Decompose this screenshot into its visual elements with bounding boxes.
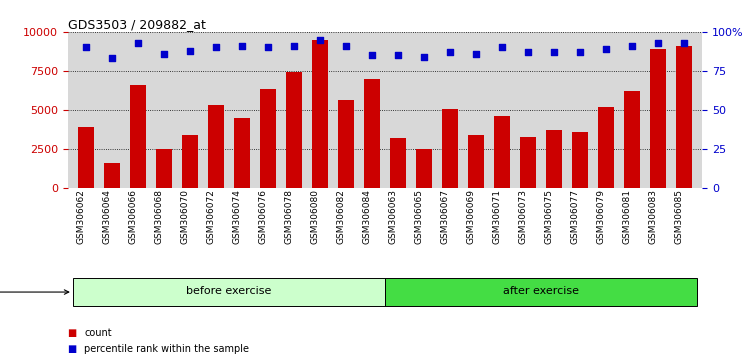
Bar <box>494 116 510 188</box>
Text: GSM306065: GSM306065 <box>415 189 424 244</box>
Point <box>522 49 534 55</box>
Bar <box>390 138 406 188</box>
Bar <box>364 79 380 188</box>
Point <box>262 45 274 50</box>
Text: GDS3503 / 209882_at: GDS3503 / 209882_at <box>68 18 206 31</box>
Text: GSM306077: GSM306077 <box>571 189 580 244</box>
Text: GSM306071: GSM306071 <box>493 189 502 244</box>
Bar <box>546 130 562 188</box>
Bar <box>286 72 302 188</box>
Point <box>132 40 144 46</box>
Text: ■: ■ <box>68 344 80 354</box>
Text: after exercise: after exercise <box>503 286 579 296</box>
Bar <box>234 118 249 188</box>
Text: GSM306083: GSM306083 <box>649 189 658 244</box>
Point <box>80 45 92 50</box>
Text: GSM306068: GSM306068 <box>155 189 164 244</box>
Bar <box>442 109 457 188</box>
Text: GSM306070: GSM306070 <box>181 189 190 244</box>
Bar <box>624 91 640 188</box>
Point <box>184 48 196 53</box>
Text: percentile rank within the sample: percentile rank within the sample <box>84 344 249 354</box>
Bar <box>338 101 354 188</box>
Point <box>652 40 664 46</box>
Point <box>106 56 118 61</box>
Text: GSM306079: GSM306079 <box>597 189 606 244</box>
Text: GSM306072: GSM306072 <box>207 189 216 244</box>
Text: GSM306084: GSM306084 <box>363 189 372 244</box>
Point <box>210 45 222 50</box>
Point <box>340 43 352 49</box>
Text: GSM306081: GSM306081 <box>623 189 632 244</box>
Text: GSM306085: GSM306085 <box>675 189 684 244</box>
Bar <box>208 105 224 188</box>
Text: GSM306078: GSM306078 <box>285 189 294 244</box>
Text: GSM306074: GSM306074 <box>233 189 242 244</box>
Bar <box>416 149 432 188</box>
Point <box>626 43 638 49</box>
Text: GSM306067: GSM306067 <box>441 189 450 244</box>
Text: GSM306062: GSM306062 <box>77 189 86 244</box>
Bar <box>520 137 535 188</box>
Text: before exercise: before exercise <box>186 286 272 296</box>
Point <box>392 52 404 58</box>
Bar <box>468 136 484 188</box>
Bar <box>676 46 692 188</box>
Point <box>574 49 586 55</box>
Point <box>158 51 170 57</box>
Text: GSM306082: GSM306082 <box>337 189 346 244</box>
Bar <box>130 85 146 188</box>
Bar <box>598 107 614 188</box>
Point <box>236 43 248 49</box>
Point <box>600 46 612 52</box>
Text: GSM306076: GSM306076 <box>259 189 268 244</box>
Text: count: count <box>84 328 112 338</box>
Bar <box>156 149 172 188</box>
Point <box>496 45 508 50</box>
Point <box>418 54 430 59</box>
Bar <box>73 278 385 306</box>
Bar <box>572 132 588 188</box>
Text: GSM306069: GSM306069 <box>467 189 476 244</box>
Point <box>366 52 378 58</box>
Text: GSM306064: GSM306064 <box>103 189 112 244</box>
Point <box>470 51 482 57</box>
Bar <box>182 136 198 188</box>
Bar <box>260 89 276 188</box>
Bar <box>78 127 94 188</box>
Bar <box>104 163 119 188</box>
Text: GSM306073: GSM306073 <box>519 189 528 244</box>
Text: GSM306080: GSM306080 <box>311 189 320 244</box>
Point <box>288 43 300 49</box>
Point <box>678 40 690 46</box>
Bar <box>385 278 697 306</box>
Point <box>444 49 456 55</box>
Point <box>314 37 326 42</box>
Bar <box>312 40 327 188</box>
Text: ■: ■ <box>68 328 80 338</box>
Text: protocol: protocol <box>0 287 69 297</box>
Text: GSM306063: GSM306063 <box>389 189 398 244</box>
Text: GSM306075: GSM306075 <box>545 189 554 244</box>
Text: GSM306066: GSM306066 <box>129 189 138 244</box>
Point <box>548 49 560 55</box>
Bar <box>650 49 666 188</box>
